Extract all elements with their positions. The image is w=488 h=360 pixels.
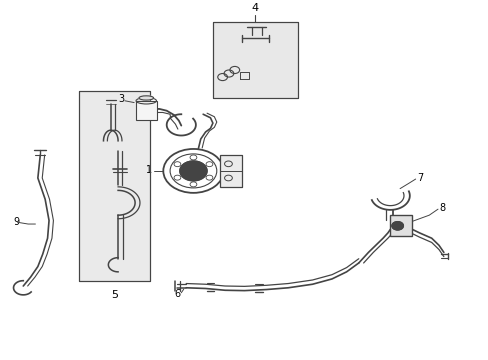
Text: 8: 8 [438,203,444,213]
Text: 4: 4 [251,3,259,13]
Bar [212,22,297,98]
Text: 2: 2 [138,102,144,112]
Bar [212,22,297,98]
Circle shape [180,161,206,181]
Bar [135,101,157,120]
Text: 6: 6 [174,289,180,299]
Bar [79,91,149,281]
Text: 1: 1 [146,165,152,175]
Bar [220,155,242,187]
Bar [79,91,149,281]
Text: 9: 9 [14,217,20,227]
Text: 5: 5 [111,289,118,300]
Text: 7: 7 [416,173,423,183]
Bar [389,215,411,237]
Text: 3: 3 [118,94,124,104]
Ellipse shape [139,96,153,100]
Circle shape [391,221,403,230]
